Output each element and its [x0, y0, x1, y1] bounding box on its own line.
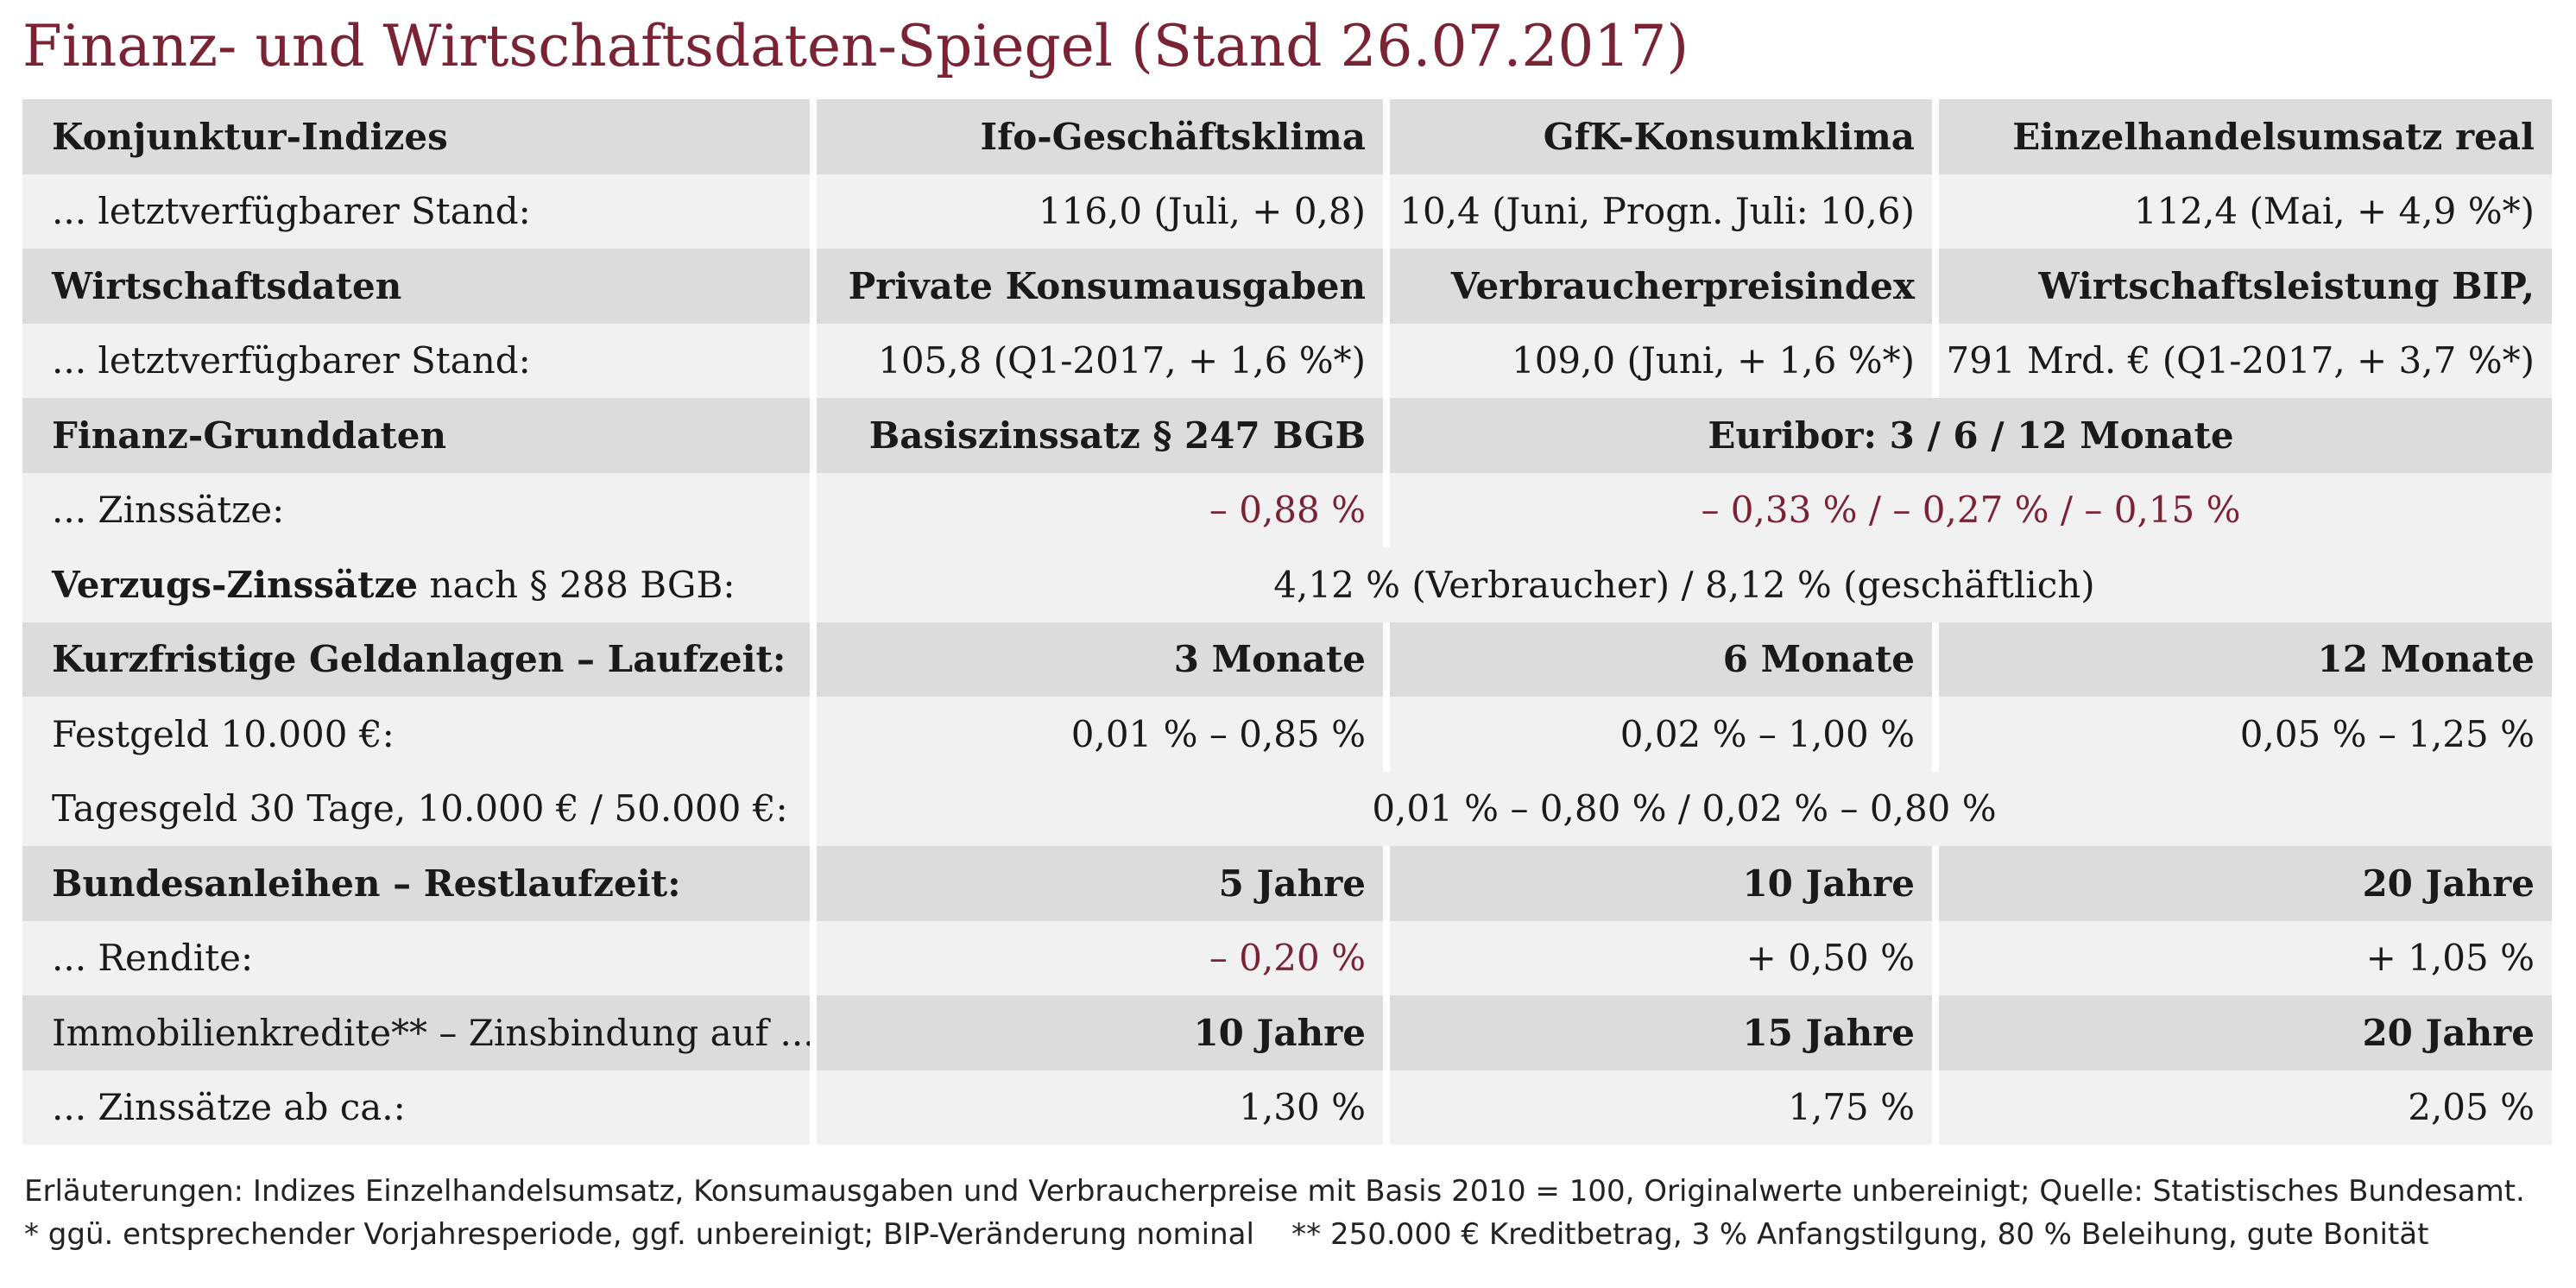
row-label-rest: nach § 288 BGB:	[418, 563, 736, 606]
row-label-bold: Verzugs-Zinssätze	[52, 563, 419, 606]
column-header: Basiszinssatz § 247 BGB	[817, 398, 1383, 473]
row-label: Bundesanleihen – Restlaufzeit:	[22, 846, 810, 921]
footnote-asterisks: * ggü. entsprechender Vorjahresperiode, …	[24, 1217, 2429, 1252]
column-header: Wirtschaftsleistung BIP,	[1939, 249, 2552, 324]
table-row-wirtschaft-values: ... letztverfügbarer Stand: 105,8 (Q1-20…	[22, 323, 2552, 398]
table-row-zinssaetze: ... Zinssätze: – 0,88 % – 0,33 % / – 0,2…	[22, 472, 2552, 547]
column-header: 10 Jahre	[1390, 846, 1932, 921]
table-row-konjunktur-header: Konjunktur-Indizes Ifo-Geschäftsklima Gf…	[22, 99, 2552, 174]
row-label: ... Rendite:	[22, 920, 810, 995]
table-cell: – 0,20 %	[817, 920, 1383, 995]
table-row-bundesanleihen-header: Bundesanleihen – Restlaufzeit: 5 Jahre 1…	[22, 846, 2552, 921]
row-label: Kurzfristige Geldanlagen – Laufzeit:	[22, 622, 810, 697]
table-cell: 109,0 (Juni, + 1,6 %*)	[1390, 323, 1932, 398]
table-cell: 116,0 (Juli, + 0,8)	[817, 174, 1383, 249]
table-cell: 791 Mrd. € (Q1-2017, + 3,7 %*)	[1939, 323, 2552, 398]
table-cell: 4,12 % (Verbraucher) / 8,12 % (geschäftl…	[817, 547, 2552, 622]
table-cell: 105,8 (Q1-2017, + 1,6 %*)	[817, 323, 1383, 398]
table-row-tagesgeld: Tagesgeld 30 Tage, 10.000 € / 50.000 €: …	[22, 771, 2552, 846]
table-row-verzugszinsen: Verzugs-Zinssätze nach § 288 BGB: 4,12 %…	[22, 547, 2552, 622]
table-cell: 0,01 % – 0,80 % / 0,02 % – 0,80 %	[817, 771, 2552, 846]
table-cell: – 0,33 % / – 0,27 % / – 0,15 %	[1390, 472, 2552, 547]
table-row-konjunktur-values: ... letztverfügbarer Stand: 116,0 (Juli,…	[22, 174, 2552, 249]
page-title: Finanz- und Wirtschaftsdaten-Spiegel (St…	[22, 13, 1689, 79]
table-row-finanz-header: Finanz-Grunddaten Basiszinssatz § 247 BG…	[22, 398, 2552, 473]
row-label: Tagesgeld 30 Tage, 10.000 € / 50.000 €:	[22, 771, 810, 846]
column-header: Einzelhandelsumsatz real	[1939, 99, 2552, 174]
data-table: Konjunktur-Indizes Ifo-Geschäftsklima Gf…	[22, 99, 2552, 1145]
column-header: Private Konsumausgaben	[817, 249, 1383, 324]
column-header: 20 Jahre	[1939, 846, 2552, 921]
table-row-kreditzinsen: ... Zinssätze ab ca.: 1,30 % 1,75 % 2,05…	[22, 1070, 2552, 1145]
column-header: 6 Monate	[1390, 622, 1932, 697]
table-cell: 112,4 (Mai, + 4,9 %*)	[1939, 174, 2552, 249]
table-cell: + 1,05 %	[1939, 920, 2552, 995]
column-header: Verbraucherpreisindex	[1390, 249, 1932, 324]
table-cell: 1,75 %	[1390, 1070, 1932, 1145]
row-label: Festgeld 10.000 €:	[22, 697, 810, 772]
table-cell: 1,30 %	[817, 1070, 1383, 1145]
column-header: 20 Jahre	[1939, 995, 2552, 1070]
table-row-geldanlagen-header: Kurzfristige Geldanlagen – Laufzeit: 3 M…	[22, 622, 2552, 697]
column-header: 12 Monate	[1939, 622, 2552, 697]
table-row-wirtschaft-header: Wirtschaftsdaten Private Konsumausgaben …	[22, 249, 2552, 324]
column-header: Ifo-Geschäftsklima	[817, 99, 1383, 174]
table-cell: 0,02 % – 1,00 %	[1390, 697, 1932, 772]
row-label: Verzugs-Zinssätze nach § 288 BGB:	[22, 547, 810, 622]
column-header: Euribor: 3 / 6 / 12 Monate	[1390, 398, 2552, 473]
column-header: 10 Jahre	[817, 995, 1383, 1070]
table-cell: 10,4 (Juni, Progn. Juli: 10,6)	[1390, 174, 1932, 249]
row-label: ... Zinssätze ab ca.:	[22, 1070, 810, 1145]
row-label: Finanz-Grunddaten	[22, 398, 810, 473]
column-header: 3 Monate	[817, 622, 1383, 697]
row-label: Konjunktur-Indizes	[22, 99, 810, 174]
table-cell: – 0,88 %	[817, 472, 1383, 547]
table-row-rendite: ... Rendite: – 0,20 % + 0,50 % + 1,05 %	[22, 920, 2552, 995]
row-label: Wirtschaftsdaten	[22, 249, 810, 324]
table-cell: 0,05 % – 1,25 %	[1939, 697, 2552, 772]
table-cell: 2,05 %	[1939, 1070, 2552, 1145]
column-header: GfK-Konsumklima	[1390, 99, 1932, 174]
column-header: 15 Jahre	[1390, 995, 1932, 1070]
table-row-immobilienkredite-header: Immobilienkredite** – Zinsbindung auf ..…	[22, 995, 2552, 1070]
footnote-explanations: Erläuterungen: Indizes Einzelhandelsumsa…	[24, 1174, 2525, 1209]
table-cell: + 0,50 %	[1390, 920, 1932, 995]
row-label: ... letztverfügbarer Stand:	[22, 323, 810, 398]
column-header: 5 Jahre	[817, 846, 1383, 921]
table-row-festgeld: Festgeld 10.000 €: 0,01 % – 0,85 % 0,02 …	[22, 697, 2552, 772]
row-label: ... Zinssätze:	[22, 472, 810, 547]
row-label: ... letztverfügbarer Stand:	[22, 174, 810, 249]
row-label: Immobilienkredite** – Zinsbindung auf ..…	[22, 995, 810, 1070]
table-cell: 0,01 % – 0,85 %	[817, 697, 1383, 772]
